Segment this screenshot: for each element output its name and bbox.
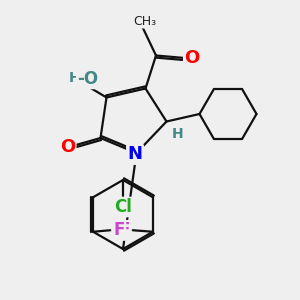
Text: -O: -O xyxy=(77,70,98,88)
Text: Cl: Cl xyxy=(114,198,132,216)
Text: O: O xyxy=(184,50,200,68)
Text: O: O xyxy=(60,138,75,156)
Text: H: H xyxy=(69,71,81,85)
Text: F: F xyxy=(113,221,125,239)
Text: F: F xyxy=(118,221,130,239)
Text: H: H xyxy=(172,127,184,141)
Text: N: N xyxy=(128,146,142,164)
Text: CH₃: CH₃ xyxy=(133,14,156,28)
